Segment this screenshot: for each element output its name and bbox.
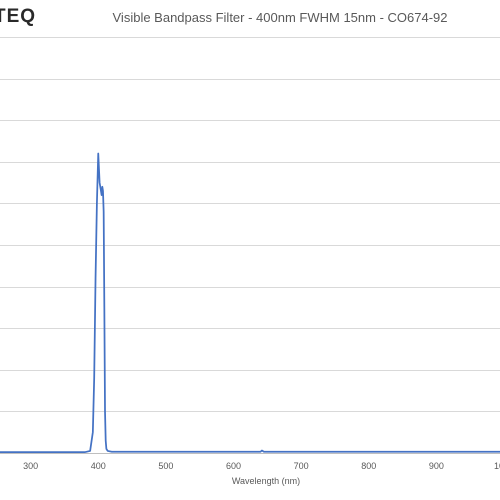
x-tick-label: 1000 (494, 461, 500, 471)
series-line (0, 152, 500, 454)
brand-logo: TEQ (0, 6, 37, 27)
x-tick-label: 500 (158, 461, 173, 471)
gridlines (0, 37, 500, 454)
x-tick-label: 600 (226, 461, 241, 471)
x-tick-labels: 300 400 500 600 700 800 900 1000 (23, 461, 500, 471)
x-tick-label: 700 (294, 461, 309, 471)
x-axis-title: Wavelength (nm) (232, 476, 300, 486)
x-tick-label: 400 (91, 461, 106, 471)
x-tick-label: 800 (361, 461, 376, 471)
x-tick-label: 900 (429, 461, 444, 471)
series-group (0, 152, 500, 454)
x-tick-label: 300 (23, 461, 38, 471)
chart-title: Visible Bandpass Filter - 400nm FWHM 15n… (112, 10, 448, 25)
